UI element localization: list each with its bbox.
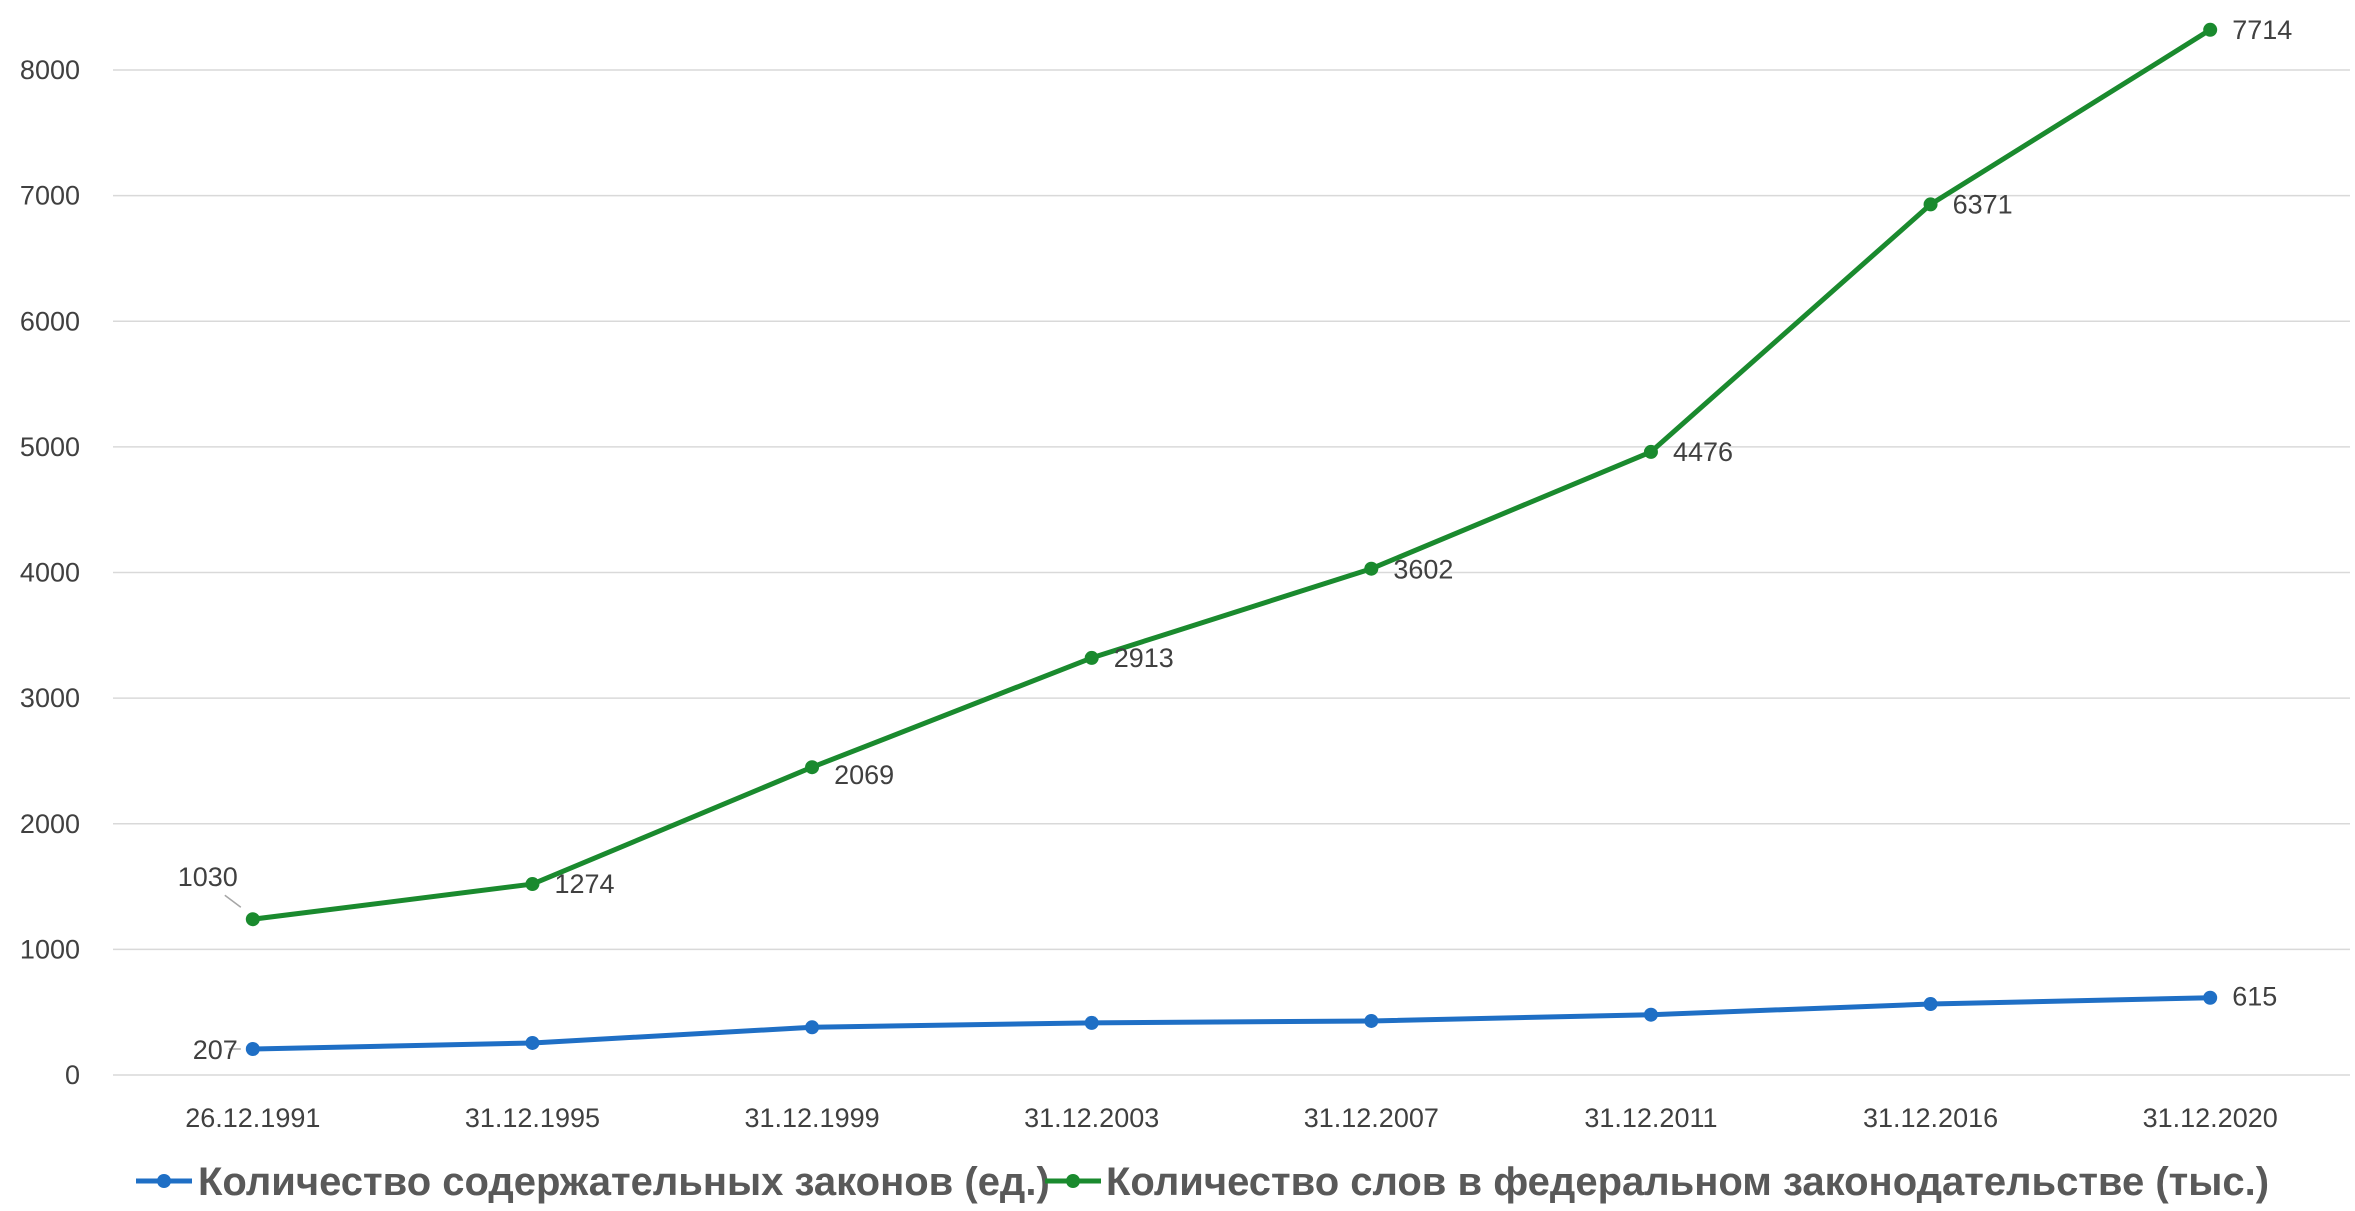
legend-label-laws: Количество содержательных законов (ед.) (198, 1160, 1050, 1204)
data-label: 7714 (2232, 15, 2292, 45)
series (245, 22, 2218, 1056)
data-point (245, 1041, 260, 1056)
y-tick-label: 0 (65, 1060, 80, 1090)
x-tick-label: 31.12.2011 (1584, 1103, 1717, 1133)
y-axis-ticks: 0 1000 2000 3000 4000 5000 6000 7000 8000 (20, 55, 80, 1090)
label-leader-line (224, 894, 242, 908)
data-label: 2069 (834, 760, 894, 790)
y-tick-label: 2000 (20, 809, 80, 839)
y-tick-label: 5000 (20, 432, 80, 462)
data-point (1084, 1015, 1099, 1030)
series-line-0 (250, 995, 2213, 1052)
data-label: 1030 (178, 862, 238, 892)
x-tick-label: 31.12.2016 (1863, 1103, 1998, 1133)
data-point (2203, 22, 2218, 37)
data-point (1643, 444, 1658, 459)
x-tick-label: 31.12.2020 (2143, 1103, 2278, 1133)
x-tick-label: 31.12.1995 (465, 1103, 600, 1133)
y-tick-label: 8000 (20, 55, 80, 85)
gridlines (113, 69, 2350, 1076)
y-tick-label: 6000 (20, 306, 80, 336)
data-label: 4476 (1673, 437, 1733, 467)
data-point (1364, 561, 1379, 576)
data-point (1923, 997, 1938, 1012)
x-tick-label: 31.12.2003 (1024, 1103, 1159, 1133)
data-labels: 207 615 1030 1274 2069 2913 3602 4476 6371 7714 (178, 15, 2293, 1065)
data-label: 207 (193, 1035, 238, 1065)
legend-swatch-words-marker (1066, 1174, 1080, 1188)
x-tick-label: 31.12.2007 (1304, 1103, 1439, 1133)
data-point (525, 877, 540, 892)
y-tick-label: 3000 (20, 683, 80, 713)
x-axis-ticks: 26.12.1991 31.12.1995 31.12.1999 31.12.2003… (185, 1103, 2278, 1133)
data-point (805, 760, 820, 775)
data-point (1643, 1007, 1658, 1022)
data-label: 3602 (1393, 555, 1453, 585)
y-tick-label: 4000 (20, 558, 80, 588)
series-line-1 (250, 27, 2213, 922)
data-point (525, 1035, 540, 1050)
y-tick-label: 1000 (20, 934, 80, 964)
data-point (805, 1020, 820, 1035)
legend-item-words: Количество слов в федеральном законодате… (1045, 1160, 2269, 1204)
data-label: 2913 (1114, 643, 1174, 673)
x-tick-label: 26.12.1991 (185, 1103, 320, 1133)
data-point (1923, 197, 1938, 212)
legend-swatch-laws-marker (157, 1174, 171, 1188)
x-tick-label: 31.12.1999 (744, 1103, 879, 1133)
data-point (1084, 650, 1099, 665)
legend: Количество содержательных законов (ед.) … (136, 1160, 2269, 1204)
data-point (1364, 1013, 1379, 1028)
legend-label-words: Количество слов в федеральном законодате… (1106, 1160, 2269, 1204)
data-point (2203, 990, 2218, 1005)
data-label: 1274 (554, 869, 614, 899)
data-point (245, 912, 260, 927)
data-label: 615 (2232, 982, 2277, 1012)
legend-item-laws: Количество содержательных законов (ед.) (136, 1160, 1050, 1204)
y-tick-label: 7000 (20, 181, 80, 211)
data-label: 6371 (1953, 189, 2013, 219)
